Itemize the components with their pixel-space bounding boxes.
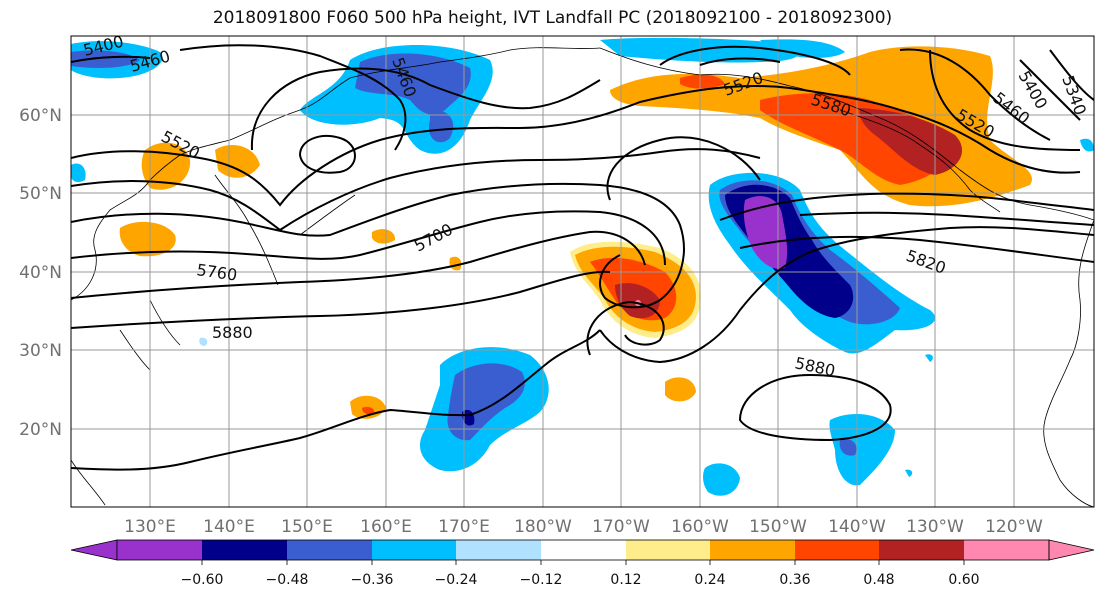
- map-title: 2018091800 F060 500 hPa height, IVT Land…: [212, 8, 893, 28]
- lon-label: 170°W: [592, 517, 650, 537]
- colorbar-swatch: [456, 540, 541, 560]
- coastlines: [71, 47, 1094, 507]
- lon-label: 150°W: [749, 517, 807, 537]
- colorbar-tick-label: 0.48: [863, 572, 894, 588]
- colorbar-tick-label: 0.24: [694, 572, 725, 588]
- lon-label: 140°E: [203, 517, 255, 537]
- lon-labels: 130°E 140°E 150°E 160°E 170°E 180°W 170°…: [124, 517, 1043, 537]
- colorbar-swatch: [626, 540, 710, 560]
- colorbar-tick-label: 0.36: [779, 572, 810, 588]
- lon-label: 160°W: [671, 517, 729, 537]
- lat-label: 30°N: [19, 341, 62, 361]
- lat-labels: 60°N 50°N 40°N 30°N 20°N: [19, 106, 62, 440]
- contour-label: 5880: [212, 323, 253, 342]
- colorbar-swatch: [795, 540, 879, 560]
- colorbar-swatch: [879, 540, 964, 560]
- lon-label: 180°W: [514, 517, 572, 537]
- colorbar-swatch: [541, 540, 626, 560]
- lon-label: 120°W: [985, 517, 1043, 537]
- colorbar-swatch: [287, 540, 372, 560]
- lon-label: 170°E: [438, 517, 490, 537]
- lon-label: 130°W: [906, 517, 964, 537]
- lon-label: 150°E: [281, 517, 333, 537]
- lat-label: 60°N: [19, 106, 62, 126]
- lat-label: 50°N: [19, 184, 62, 204]
- colorbar-frame: [116, 539, 1050, 561]
- colorbar-extend-min: [70, 539, 118, 561]
- lon-label: 130°E: [124, 517, 176, 537]
- colorbar-tick-label: −0.24: [435, 572, 478, 588]
- colorbar-swatch: [372, 540, 456, 560]
- colorbar-swatch: [117, 540, 202, 560]
- lon-label: 140°W: [828, 517, 886, 537]
- colorbar-tick-label: −0.60: [181, 572, 224, 588]
- lat-label: 20°N: [19, 420, 62, 440]
- colorbar-extend-max: [1048, 539, 1095, 561]
- colorbar-tick-label: 0.12: [610, 572, 641, 588]
- colorbar-swatch: [202, 540, 287, 560]
- colorbar-tick-label: −0.36: [351, 572, 394, 588]
- colorbar: −0.60 −0.48 −0.36 −0.24 −0.12 0.12 0.24 …: [70, 539, 1095, 588]
- height-contours: [71, 44, 1094, 471]
- colorbar-tick-label: −0.12: [520, 572, 563, 588]
- map-frame: [70, 35, 1095, 508]
- colorbar-tick-label: −0.48: [266, 572, 309, 588]
- colorbar-swatch: [710, 540, 795, 560]
- graticule: [71, 36, 1094, 507]
- lat-label: 40°N: [19, 263, 62, 283]
- lon-label: 160°E: [360, 517, 412, 537]
- colorbar-tick-label: 0.60: [948, 572, 979, 588]
- colorbar-swatch: [964, 540, 1049, 560]
